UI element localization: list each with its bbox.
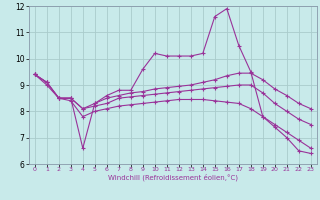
X-axis label: Windchill (Refroidissement éolien,°C): Windchill (Refroidissement éolien,°C) xyxy=(108,174,238,181)
